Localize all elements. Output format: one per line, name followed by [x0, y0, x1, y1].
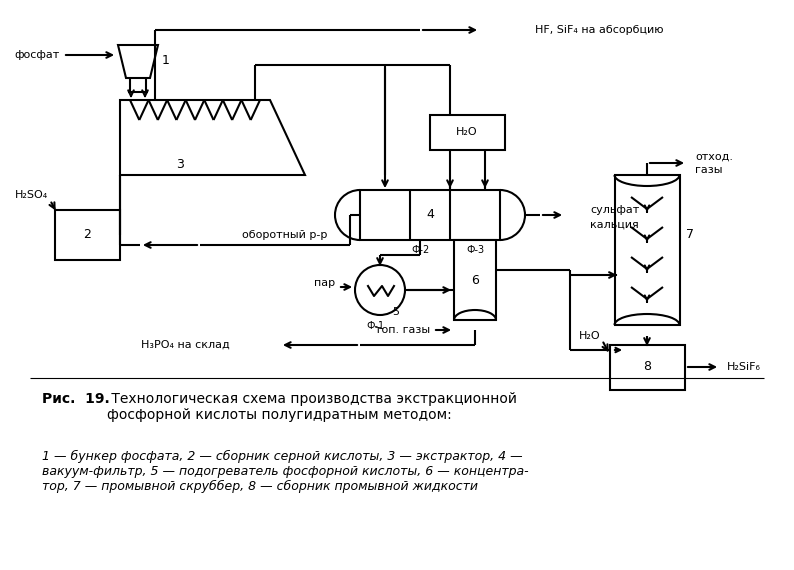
Text: Ф-3: Ф-3 — [466, 245, 484, 255]
Text: газы: газы — [695, 165, 723, 175]
Text: фосфат: фосфат — [15, 50, 60, 60]
Text: H₂SO₄: H₂SO₄ — [15, 190, 48, 200]
Text: 1: 1 — [162, 55, 170, 67]
Text: 1 — бункер фосфата, 2 — сборник серной кислоты, 3 — экстрактор, 4 —
вакуум-фильт: 1 — бункер фосфата, 2 — сборник серной к… — [42, 450, 529, 493]
Text: 8: 8 — [643, 360, 651, 373]
Text: Технологическая схема производства экстракционной
фосфорной кислоты полугидратны: Технологическая схема производства экстр… — [107, 392, 517, 422]
Text: Рис.  19.: Рис. 19. — [42, 392, 110, 406]
Text: оборотный р-р: оборотный р-р — [242, 230, 328, 240]
Text: пар: пар — [314, 278, 335, 288]
Text: сульфат: сульфат — [590, 205, 639, 215]
Text: 2: 2 — [83, 229, 91, 242]
Text: топ. газы: топ. газы — [375, 325, 430, 335]
Polygon shape — [120, 100, 305, 175]
Bar — [610, 345, 685, 390]
Text: HF, SiF₄ на абсорбцию: HF, SiF₄ на абсорбцию — [535, 25, 664, 35]
Bar — [360, 190, 500, 240]
Text: H₂O: H₂O — [457, 127, 478, 137]
Text: 4: 4 — [426, 209, 434, 222]
Bar — [430, 115, 505, 150]
Text: 5: 5 — [392, 307, 399, 317]
Text: H₃PO₄ на склад: H₃PO₄ на склад — [141, 340, 230, 350]
Text: отход.: отход. — [695, 152, 733, 162]
Text: H₂SiF₆: H₂SiF₆ — [727, 362, 761, 372]
Text: кальция: кальция — [590, 220, 638, 230]
Polygon shape — [118, 45, 158, 78]
Text: 3: 3 — [176, 158, 184, 172]
Text: Ф-1: Ф-1 — [366, 321, 384, 331]
Text: 7: 7 — [686, 229, 694, 242]
Text: Ф-2: Ф-2 — [410, 245, 429, 255]
Circle shape — [355, 265, 405, 315]
Bar — [55, 210, 120, 260]
Bar — [615, 175, 680, 325]
Bar — [454, 240, 496, 320]
Text: 6: 6 — [471, 274, 479, 287]
Text: H₂O: H₂O — [578, 331, 600, 341]
